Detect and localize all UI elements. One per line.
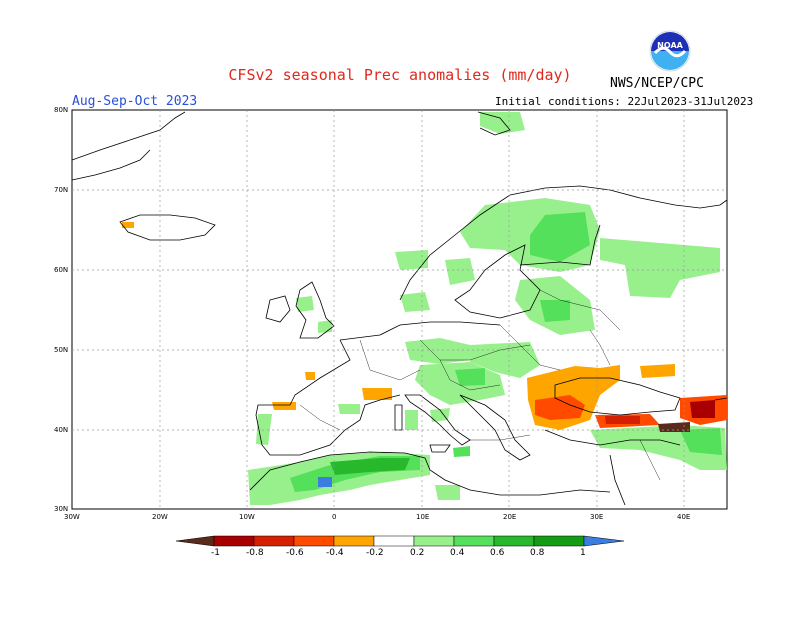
colorbar-swatch [533,535,585,547]
lat-label-70n: 70N [54,186,69,194]
lon-label-10w: 10W [239,513,255,521]
lon-label-20e: 20E [503,513,517,521]
colorbar-label: -0.4 [326,548,344,558]
lon-label-0: 0 [332,513,337,521]
lat-lon-grid [72,110,727,509]
colorbar-label: 0.4 [450,548,465,558]
lon-label-30e: 30E [590,513,604,521]
colorbar-swatch [253,535,295,547]
lon-label-40e: 40E [677,513,691,521]
organization-label: NWS/NCEP/CPC [610,76,704,91]
lat-label-80n: 80N [54,106,69,114]
colorbar-swatch [293,535,335,547]
colorbar [175,535,625,547]
colorbar-label: -0.2 [366,548,384,558]
colorbar-swatch [213,535,255,547]
colorbar-label: -0.6 [286,548,304,558]
svg-text:NOAA: NOAA [657,41,683,50]
anomaly-shading [122,112,727,505]
lat-label-40n: 40N [54,426,69,434]
season-label: Aug-Sep-Oct 2023 [72,94,198,109]
noaa-logo-icon: NOAA [649,30,691,72]
colorbar-swatch [493,535,535,547]
map-frame [71,109,728,510]
initial-conditions-label: Initial conditions: 22Jul2023-31Jul2023 [495,95,754,108]
colorbar-swatch [373,535,415,547]
borders [299,289,661,481]
colorbar-low-arrow [175,535,215,547]
colorbar-swatch [333,535,375,547]
lat-label-60n: 60N [54,266,69,274]
colorbar-label: 0.8 [530,548,545,558]
lon-label-30w: 30W [64,513,80,521]
colorbar-swatch [413,535,455,547]
coastlines [71,111,728,506]
lon-label-20w: 20W [152,513,168,521]
colorbar-high-arrow [583,535,625,547]
colorbar-swatch [453,535,495,547]
colorbar-label: 0.6 [490,548,505,558]
chart-title: CFSv2 seasonal Prec anomalies (mm/day) [228,66,572,84]
lon-label-10e: 10E [416,513,430,521]
colorbar-label: 1 [580,548,586,558]
colorbar-label: 0.2 [410,548,425,558]
lat-label-30n: 30N [54,505,69,513]
colorbar-label: -1 [211,548,220,558]
colorbar-label: -0.8 [246,548,264,558]
lat-label-50n: 50N [54,346,69,354]
